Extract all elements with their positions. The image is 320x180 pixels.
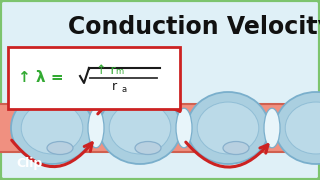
Ellipse shape [21,102,83,154]
Ellipse shape [135,141,161,154]
Ellipse shape [99,92,181,164]
Ellipse shape [223,141,249,154]
Ellipse shape [47,141,73,154]
Ellipse shape [109,102,171,154]
Ellipse shape [275,92,320,164]
Text: ↑ r: ↑ r [96,64,116,76]
Ellipse shape [11,92,93,164]
Ellipse shape [264,108,280,148]
FancyBboxPatch shape [8,47,180,109]
Ellipse shape [187,92,269,164]
Ellipse shape [88,108,104,148]
Text: Conduction Velocity: Conduction Velocity [68,15,320,39]
Text: ↑ λ =: ↑ λ = [18,71,64,86]
Ellipse shape [285,102,320,154]
Ellipse shape [176,108,192,148]
Text: r: r [112,80,117,93]
Text: a: a [121,84,126,93]
Text: Clip: Clip [16,158,42,170]
Ellipse shape [197,102,259,154]
FancyBboxPatch shape [0,104,320,152]
Text: m: m [115,68,123,76]
